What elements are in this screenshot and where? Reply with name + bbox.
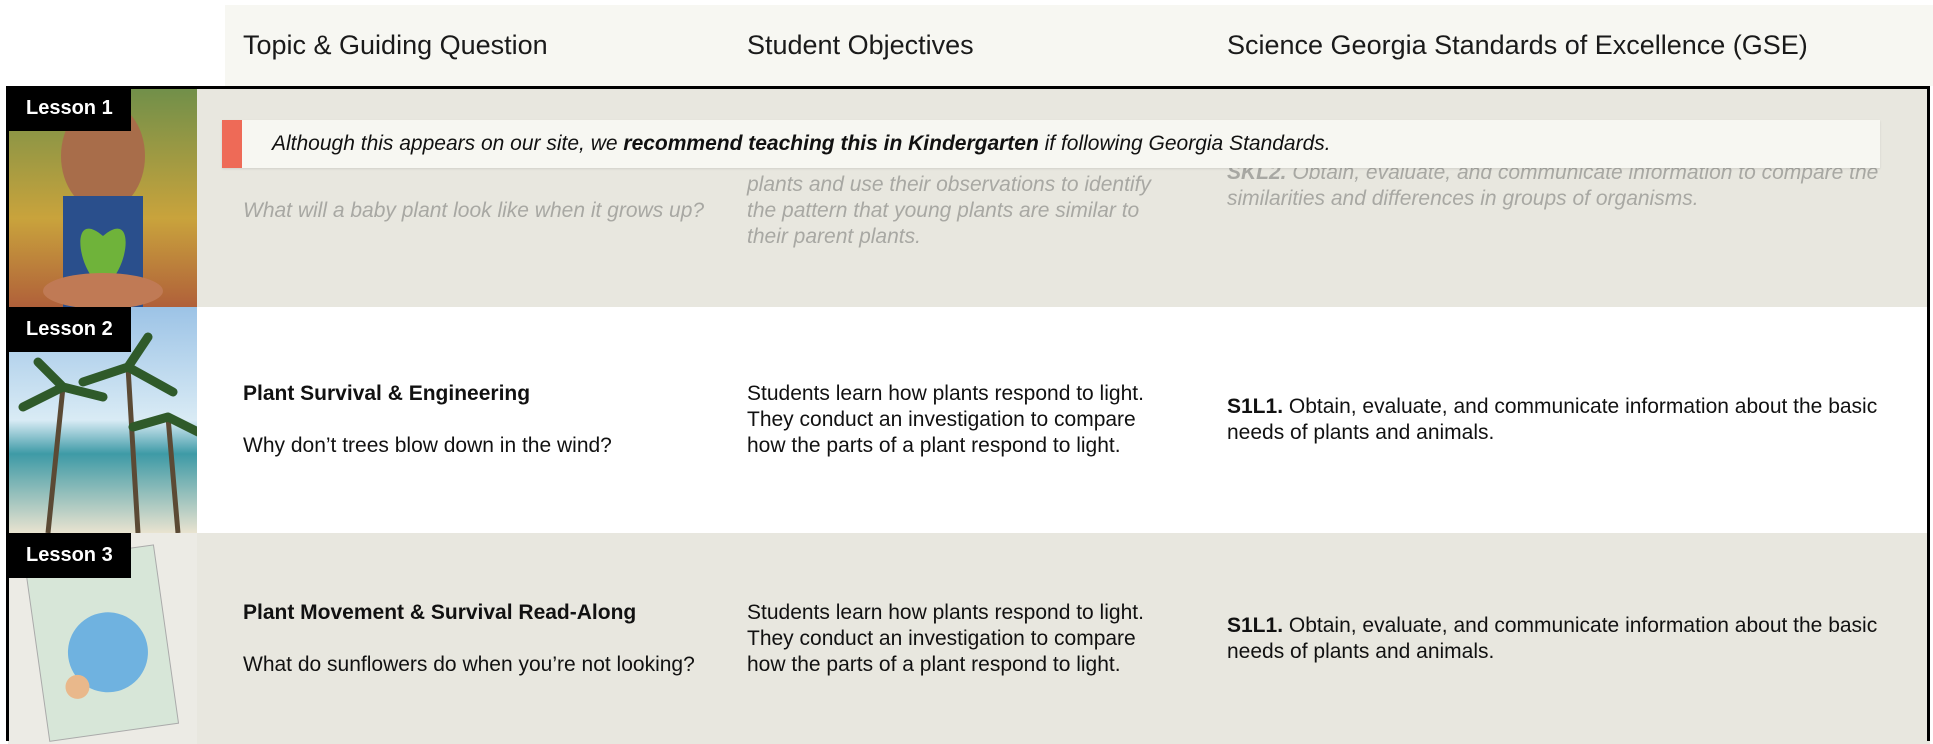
objectives: Students learn how plants respond to lig…	[747, 600, 1144, 676]
column-header: Topic & Guiding Question	[243, 30, 548, 60]
row-bg	[197, 533, 1930, 744]
objectives: Students learn how plants respond to lig…	[747, 382, 1144, 457]
objectives: plants and use their observations to ide…	[747, 173, 1151, 248]
image-art	[24, 544, 180, 742]
lesson-label: Lesson 2	[8, 307, 131, 352]
standard-code: S1L1.	[1227, 613, 1284, 637]
table-cell: Students learn how plants respond to lig…	[747, 533, 1177, 744]
guiding-question: What will a baby plant look like when it…	[243, 199, 705, 222]
standard-text: Obtain, evaluate, and communicate inform…	[1227, 395, 1878, 444]
table-cell: Students learn how plants respond to lig…	[747, 307, 1177, 533]
image-art	[18, 332, 197, 533]
table-cell: Plant Movement & Survival Read-Along What…	[243, 533, 713, 744]
lesson-label: Lesson 3	[8, 533, 131, 578]
table-cell: What will a baby plant look like when it…	[243, 198, 713, 224]
notice-text: if following Georgia Standards.	[1038, 132, 1331, 155]
notice-banner: Although this appears on our site, we re…	[222, 120, 1880, 168]
lesson-label: Lesson 1	[8, 86, 131, 131]
table-cell: S1L1. Obtain, evaluate, and communicate …	[1227, 307, 1927, 533]
standard-code: S1L1.	[1227, 395, 1284, 418]
topic-title: Plant Movement & Survival Read-Along	[243, 600, 637, 624]
guiding-question: Why don’t trees blow down in the wind?	[243, 434, 612, 457]
standard: S1L1. Obtain, evaluate, and communicate …	[1227, 613, 1927, 665]
notice-text: Although this appears on our site, we	[272, 132, 624, 155]
notice-emphasis: recommend teaching this in Kindergarten	[623, 132, 1039, 155]
topic-title: Plant Survival & Engineering	[243, 382, 531, 405]
column-header: Science Georgia Standards of Excellence …	[1227, 30, 1808, 60]
guiding-question: What do sunflowers do when you’re not lo…	[243, 652, 695, 676]
row-bg	[197, 307, 1930, 533]
standard-text: Obtain, evaluate, and communicate inform…	[1227, 613, 1878, 663]
table-cell: S1L1. Obtain, evaluate, and communicate …	[1227, 533, 1927, 744]
table-cell: plants and use their observations to ide…	[747, 172, 1177, 250]
header-band	[225, 5, 1933, 86]
column-header: Student Objectives	[747, 30, 974, 60]
standard: S1L1. Obtain, evaluate, and communicate …	[1227, 394, 1927, 446]
table-cell: Plant Survival & Engineering Why don’t tr…	[243, 307, 713, 533]
notice-stripe	[222, 120, 242, 168]
standard-text: Obtain, evaluate, and communicate inform…	[1227, 161, 1879, 210]
